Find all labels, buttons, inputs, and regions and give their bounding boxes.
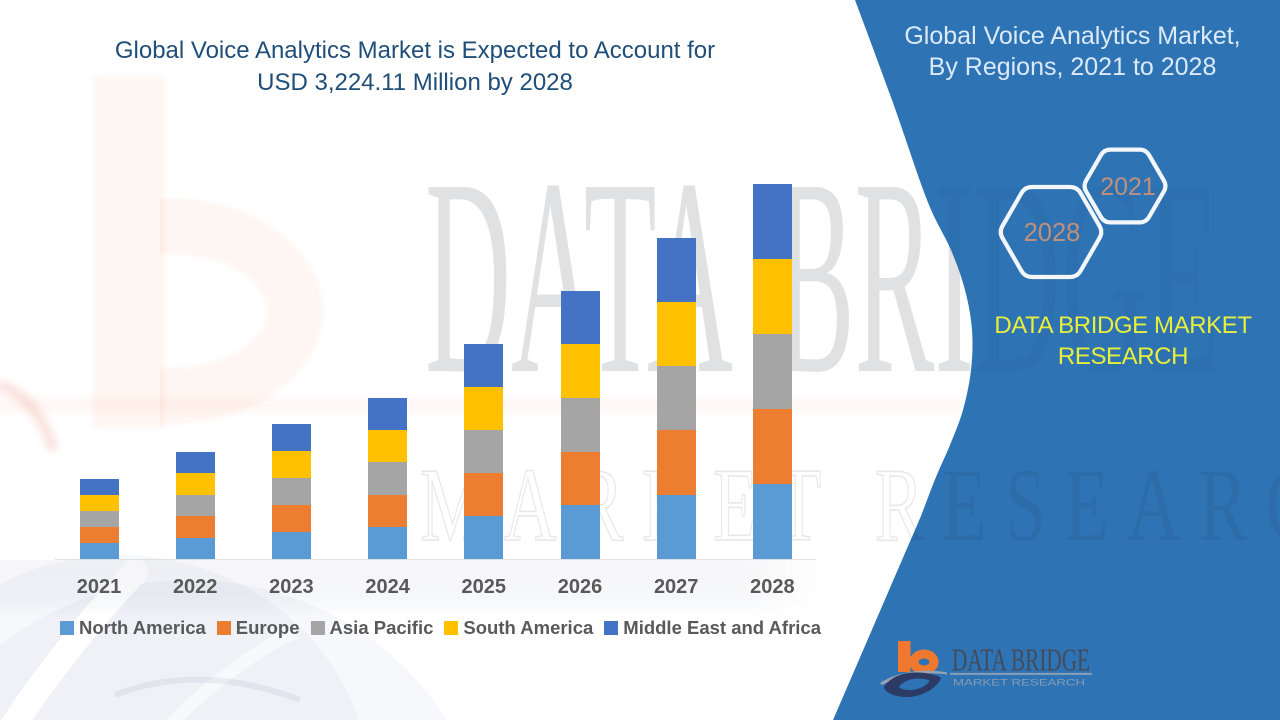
svg-text:MARKET RESEARCH: MARKET RESEARCH bbox=[420, 446, 1280, 563]
svg-text:BRIDGE: BRIDGE bbox=[775, 121, 1220, 432]
svg-text:DATA BRIDGE: DATA BRIDGE bbox=[952, 642, 1090, 678]
svg-text:2021: 2021 bbox=[1100, 173, 1156, 201]
svg-text:MARKET RESEARCH: MARKET RESEARCH bbox=[953, 678, 1085, 689]
svg-text:2028: 2028 bbox=[1024, 219, 1081, 247]
